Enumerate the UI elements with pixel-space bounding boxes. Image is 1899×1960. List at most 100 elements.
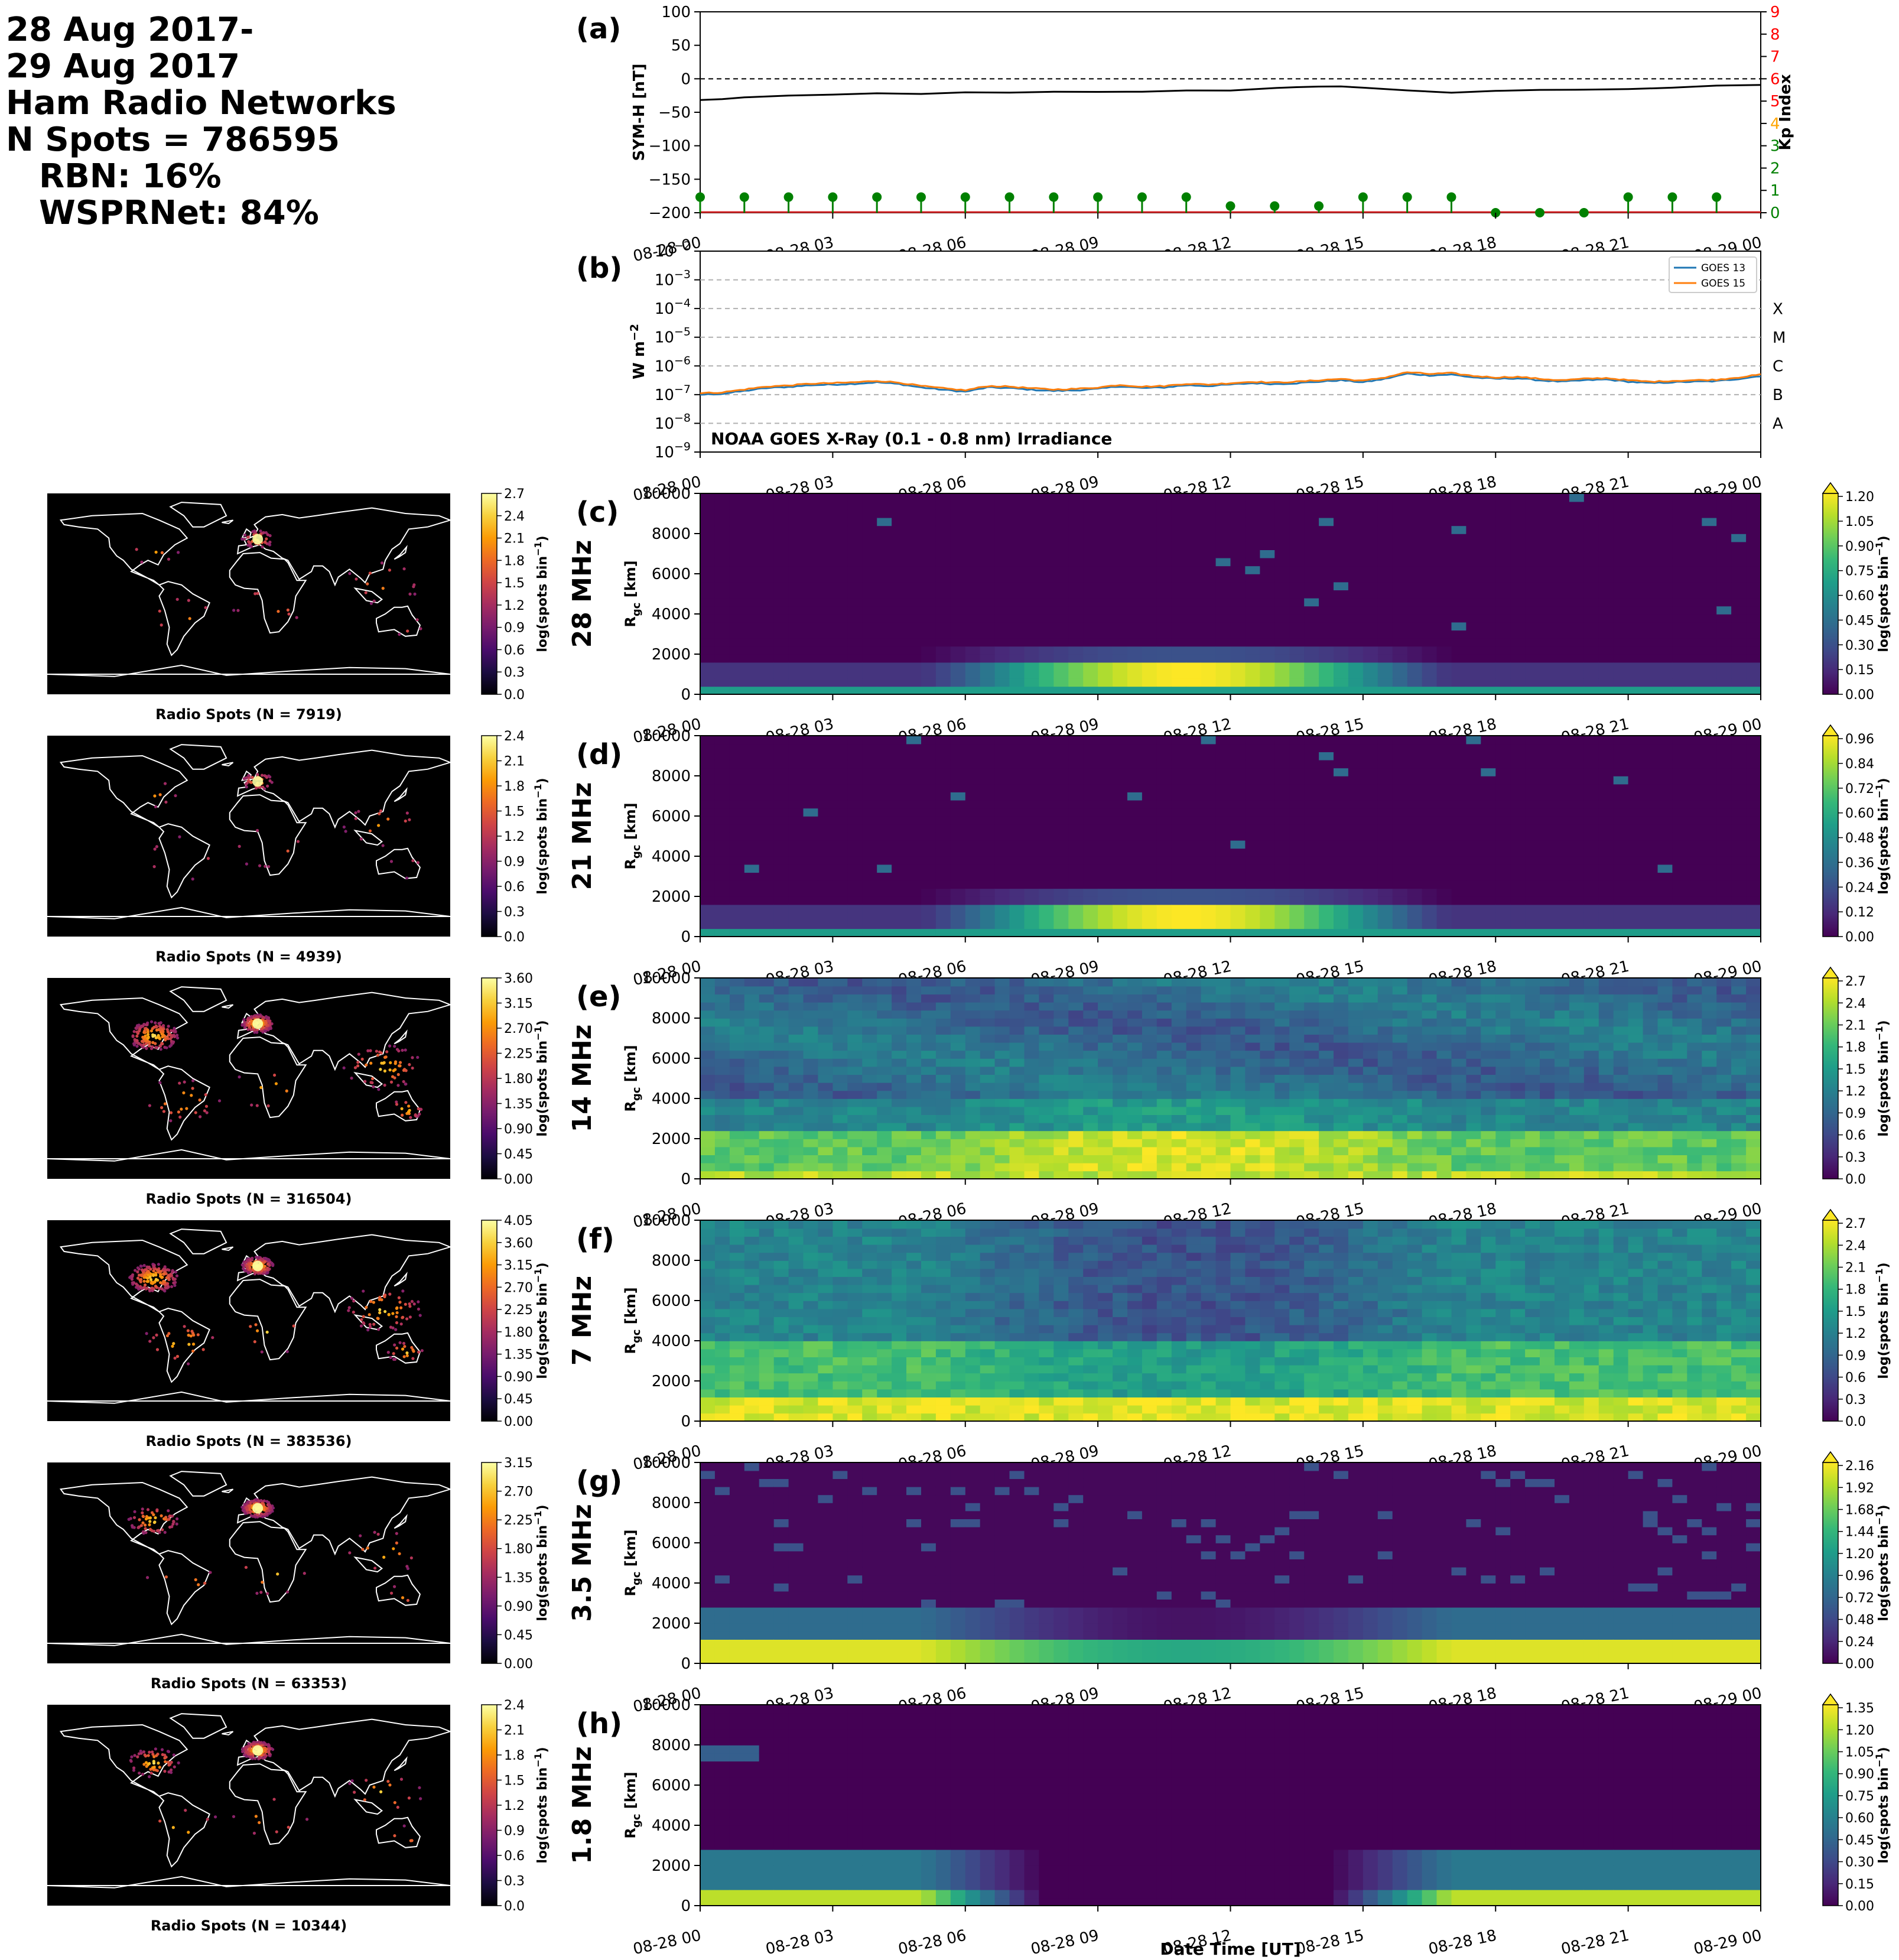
heatmap-cell xyxy=(714,1050,730,1059)
heatmap-cell xyxy=(1481,896,1496,905)
heatmap-cell xyxy=(1274,686,1290,695)
heatmap-cell xyxy=(1583,670,1599,679)
spot-dot xyxy=(198,1098,201,1102)
heatmap-cell xyxy=(729,1066,745,1075)
spot-dot xyxy=(255,1028,259,1032)
heatmap-colorbar-d: 0.960.840.720.600.480.360.240.120.00log(… xyxy=(1822,724,1891,945)
spot-dot xyxy=(194,1111,197,1114)
heatmap-cell xyxy=(714,565,730,574)
heatmap-cell xyxy=(1083,614,1098,623)
heatmap-cell xyxy=(1171,597,1187,607)
heatmap-cell xyxy=(1039,550,1055,558)
heatmap-cell xyxy=(892,816,907,825)
heatmap-cell xyxy=(1643,920,1659,929)
heatmap-cell xyxy=(803,614,819,623)
heatmap-cell xyxy=(744,1106,760,1115)
heatmap-cell xyxy=(1068,501,1084,510)
heatmap-cell xyxy=(729,888,745,897)
heatmap-cell xyxy=(1274,638,1290,647)
heatmap-cell xyxy=(1540,912,1555,921)
panel-a-kp-marker xyxy=(828,192,838,202)
heatmap-cell xyxy=(1555,759,1570,769)
heatmap-cell xyxy=(788,574,804,583)
heatmap-cell xyxy=(1334,525,1349,534)
heatmap-cell xyxy=(1510,856,1526,865)
heatmap-cell xyxy=(818,662,834,671)
heatmap-cell xyxy=(1407,912,1423,921)
heatmap-cell xyxy=(1407,686,1423,695)
heatmap-cell xyxy=(1274,896,1290,905)
heatmap-cell xyxy=(1260,808,1276,817)
heatmap-cell xyxy=(1495,638,1511,647)
heatmap-cell xyxy=(714,1139,730,1148)
heatmap-cell xyxy=(818,686,834,695)
heatmap-cell xyxy=(1024,880,1040,889)
heatmap-cell xyxy=(1230,792,1246,801)
spot-dot xyxy=(360,1057,364,1061)
heatmap-cell xyxy=(1716,792,1732,801)
heatmap-cell xyxy=(833,1162,848,1172)
heatmap-cell xyxy=(1304,622,1319,630)
heatmap-cell xyxy=(1319,840,1334,849)
heatmap-cell xyxy=(1201,896,1217,905)
heatmap-cell xyxy=(1039,920,1055,929)
spot-dot xyxy=(396,1072,400,1077)
heatmap-ytick-label: 4000 xyxy=(652,606,691,623)
heatmap-cell xyxy=(892,880,907,889)
heatmap-cell xyxy=(729,1146,745,1155)
heatmap-cell xyxy=(1245,534,1261,542)
heatmap-cell xyxy=(1731,888,1747,897)
heatmap-cell xyxy=(1436,501,1452,510)
panel-b-legend-label: GOES 13 xyxy=(1701,262,1745,274)
heatmap-cell xyxy=(1215,557,1231,567)
heatmap-cell xyxy=(1201,493,1217,502)
heatmap-cell xyxy=(833,1058,848,1067)
heatmap-cell xyxy=(862,1106,877,1115)
heatmap-cell xyxy=(1746,799,1761,809)
heatmap-cell xyxy=(1068,776,1084,785)
heatmap-cell xyxy=(1377,792,1393,801)
heatmap-cell xyxy=(950,541,966,550)
heatmap-cell xyxy=(906,824,922,833)
heatmap-cell xyxy=(788,896,804,905)
heatmap-cell xyxy=(1319,768,1334,776)
colorbar-tick-label: 1.8 xyxy=(504,779,525,794)
heatmap-cell xyxy=(1716,920,1732,929)
heatmap-cell xyxy=(1407,743,1423,752)
heatmap-cell xyxy=(1525,752,1540,760)
heatmap-cell xyxy=(729,832,745,841)
heatmap-cell xyxy=(803,816,819,825)
heatmap-cell xyxy=(1746,856,1761,865)
heatmap-cell xyxy=(994,509,1010,518)
heatmap-cell xyxy=(1098,743,1113,752)
heatmap-cell xyxy=(773,856,789,865)
heatmap-c xyxy=(700,493,1761,695)
heatmap-cell xyxy=(773,1026,789,1035)
spot-dot xyxy=(243,1026,246,1029)
heatmap-cell xyxy=(1672,808,1688,817)
heatmap-cell xyxy=(700,678,716,687)
heatmap-cell xyxy=(1304,525,1319,534)
heatmap-cell xyxy=(803,1026,819,1035)
heatmap-cell xyxy=(1009,928,1025,937)
heatmap-cell xyxy=(1053,824,1069,833)
heatmap-cell xyxy=(1672,896,1688,905)
heatmap-cell xyxy=(1702,848,1717,857)
heatmap-cell xyxy=(1363,792,1378,801)
heatmap-cell xyxy=(847,1002,863,1011)
heatmap-cell xyxy=(980,534,996,542)
spot-dot xyxy=(151,1041,155,1044)
colorbar-label: log(spots bin−1) xyxy=(532,1020,550,1136)
heatmap-cell xyxy=(921,557,937,567)
heatmap-cell xyxy=(1039,686,1055,695)
colorbar-tick-label: 1.5 xyxy=(504,576,525,591)
heatmap-cell xyxy=(1569,736,1585,745)
heatmap-cell xyxy=(921,590,937,599)
heatmap-cell xyxy=(1304,614,1319,623)
heatmap-cell xyxy=(1260,686,1276,695)
heatmap-cell xyxy=(759,678,775,687)
heatmap-cell xyxy=(862,1146,877,1155)
heatmap-cell xyxy=(744,1090,760,1099)
heatmap-cell xyxy=(1274,501,1290,510)
heatmap-cell xyxy=(1363,888,1378,897)
